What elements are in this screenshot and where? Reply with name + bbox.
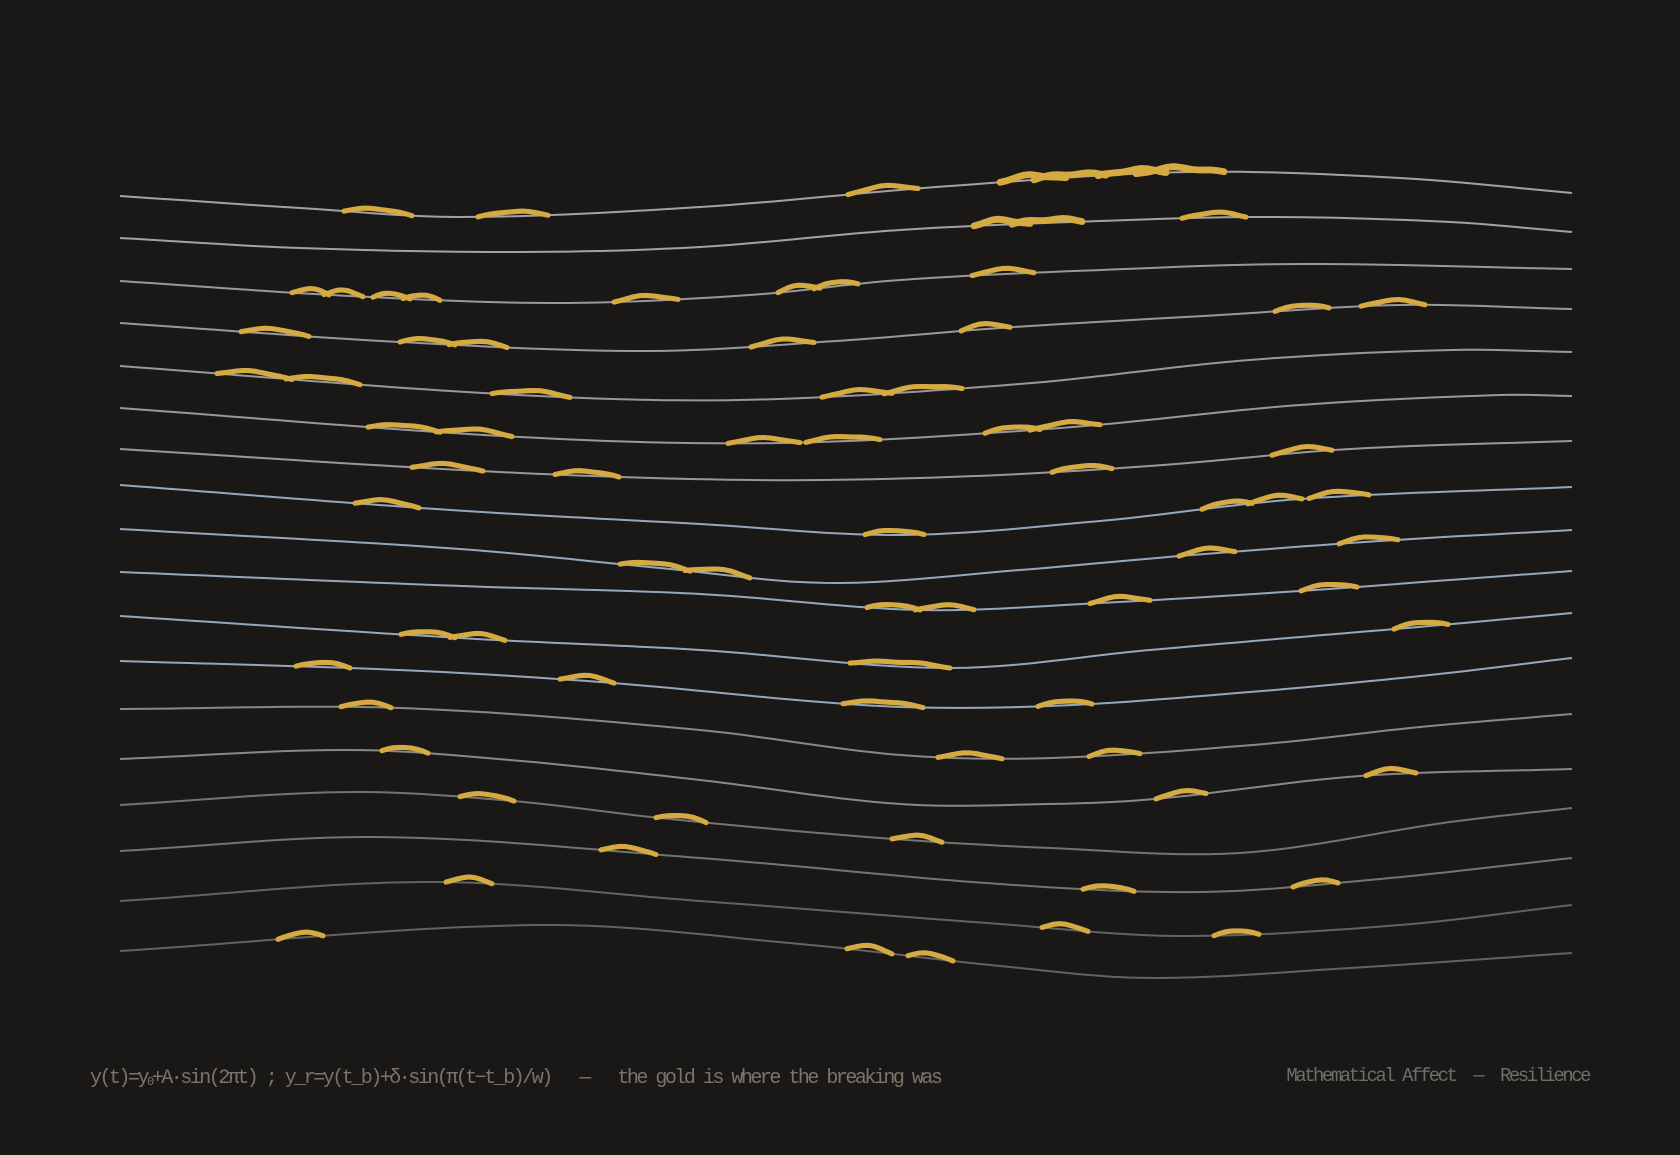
svg-text:Mathematical Affect — Resili: Mathematical Affect — Resilience	[1286, 1065, 1591, 1087]
svg-text:y(t)=y0+A·sin(2πt) ; y_r=y(t_b: y(t)=y0+A·sin(2πt) ; y_r=y(t_b)+δ·sin(π(…	[90, 1067, 942, 1090]
